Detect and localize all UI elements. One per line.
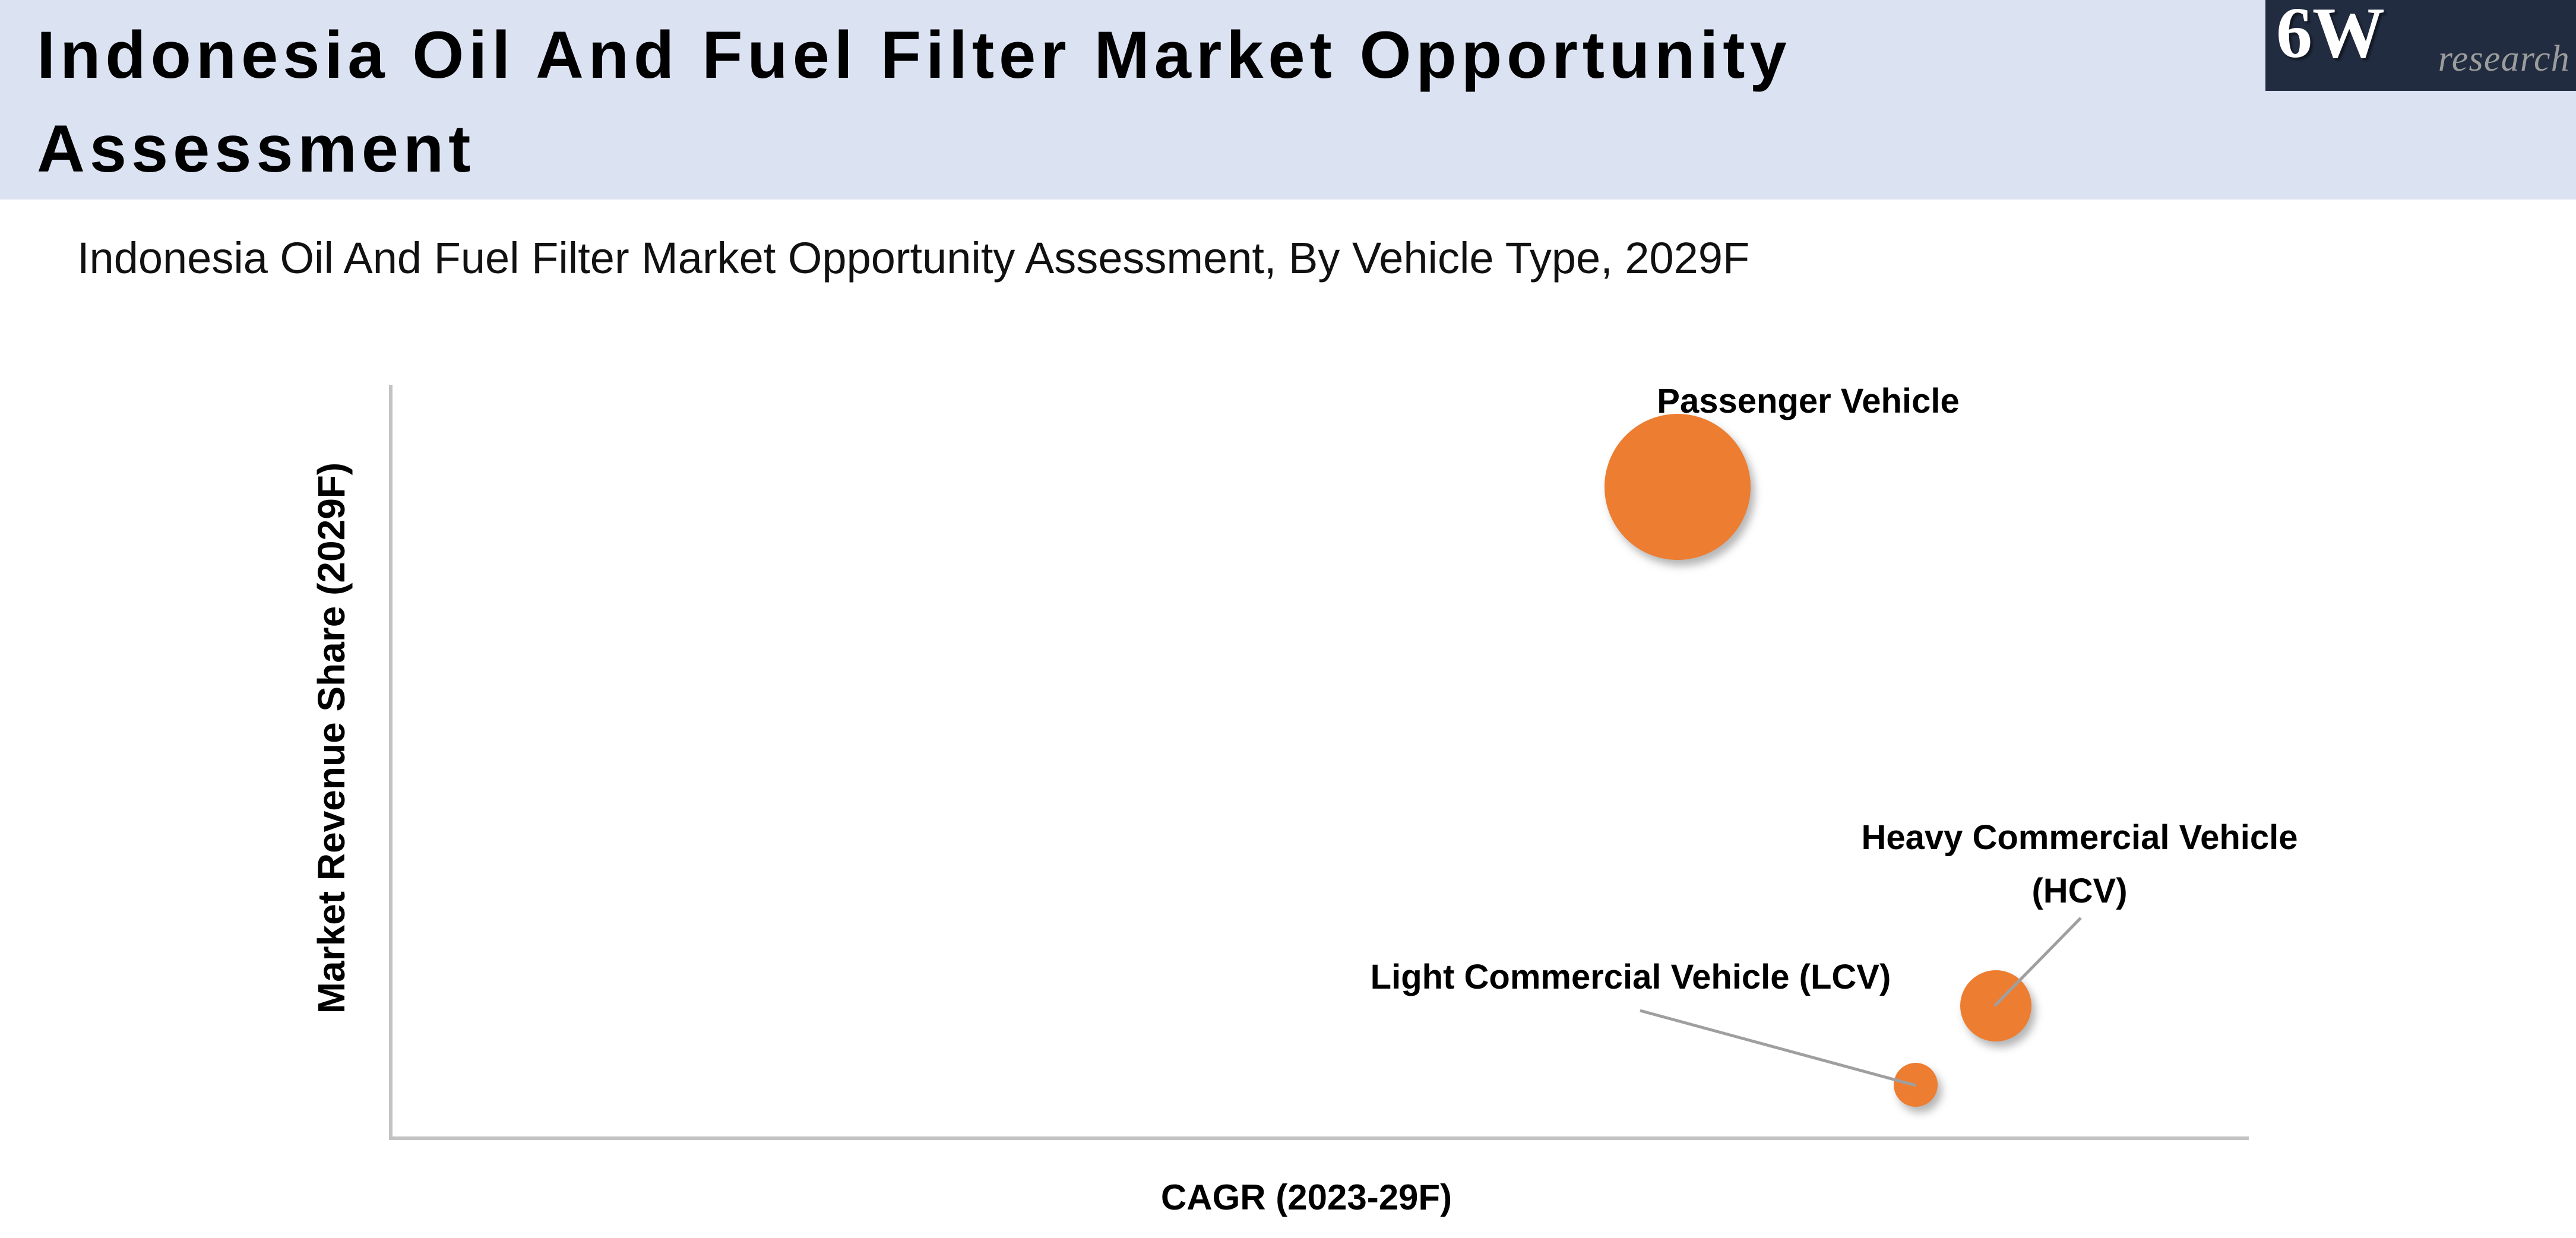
- x-axis-title: CAGR (2023-29F): [1160, 1177, 1452, 1217]
- label-heavy-commercial-vehicle: Heavy Commercial Vehicle (HCV): [1861, 818, 2298, 910]
- label-passenger-vehicle: Passenger Vehicle: [1657, 382, 1960, 420]
- page-title-line-1: Indonesia Oil And Fuel Filter Market Opp…: [37, 18, 1792, 92]
- page-title-line-2: Assessment: [37, 112, 476, 186]
- bubble-heavy-commercial-vehicle-hcv: [1960, 970, 2032, 1041]
- y-axis-line: [389, 385, 393, 1136]
- header-band: Indonesia Oil And Fuel Filter Market Opp…: [0, 0, 2576, 200]
- logo-brand-text: 6W: [2276, 0, 2385, 73]
- chart-title: Indonesia Oil And Fuel Filter Market Opp…: [77, 233, 1750, 283]
- logo-suffix-text: research: [2438, 39, 2570, 79]
- page-title: Indonesia Oil And Fuel Filter Market Opp…: [37, 8, 1792, 196]
- bubble-light-commercial-vehicle-lcv: [1894, 1062, 1938, 1107]
- label-light-commercial-vehicle: Light Commercial Vehicle (LCV): [1370, 958, 1891, 996]
- 6w-research-logo: 6W research: [2265, 0, 2576, 91]
- bubble-passenger-vehicle: [1605, 414, 1751, 561]
- x-axis-line: [389, 1136, 2249, 1140]
